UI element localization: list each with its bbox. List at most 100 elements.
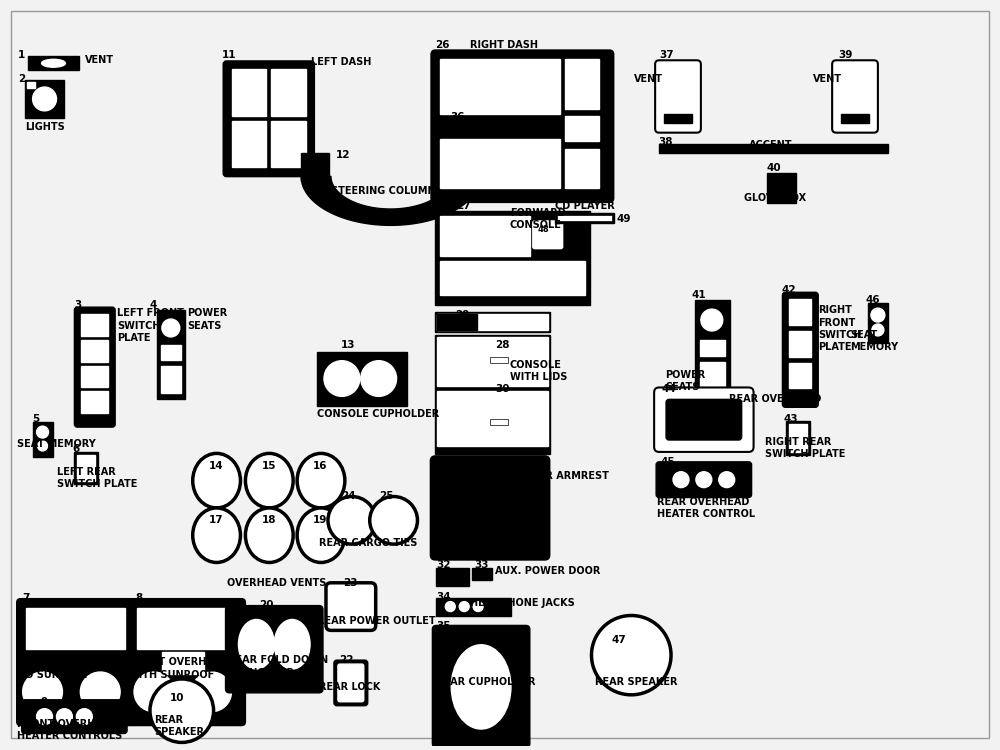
Text: 13: 13 xyxy=(341,340,355,350)
Bar xyxy=(66,656,80,665)
Ellipse shape xyxy=(297,454,345,508)
Bar xyxy=(789,299,811,325)
Bar xyxy=(81,392,108,413)
Text: 42: 42 xyxy=(781,285,796,296)
Text: REAR LOCK: REAR LOCK xyxy=(319,682,380,692)
Text: LEFT DASH: LEFT DASH xyxy=(311,57,371,68)
Bar xyxy=(664,114,692,123)
Circle shape xyxy=(38,441,48,451)
Circle shape xyxy=(719,472,735,488)
Text: LIGHTS: LIGHTS xyxy=(25,122,64,132)
Bar xyxy=(490,357,508,363)
Bar xyxy=(33,422,52,457)
FancyBboxPatch shape xyxy=(533,221,563,249)
FancyBboxPatch shape xyxy=(74,308,115,428)
Circle shape xyxy=(37,709,52,724)
Text: 16: 16 xyxy=(313,460,328,471)
Text: RIGHT REAR
SWITCH PLATE: RIGHT REAR SWITCH PLATE xyxy=(765,437,845,460)
Ellipse shape xyxy=(245,508,293,562)
Text: GLOVE BOX: GLOVE BOX xyxy=(744,194,806,203)
Circle shape xyxy=(591,616,671,695)
FancyBboxPatch shape xyxy=(655,60,701,133)
Circle shape xyxy=(701,309,723,331)
Bar xyxy=(565,148,599,188)
Bar xyxy=(786,422,810,455)
Text: 11: 11 xyxy=(222,50,236,60)
Bar xyxy=(435,312,550,332)
Text: 44: 44 xyxy=(661,385,676,394)
Text: 29: 29 xyxy=(455,310,470,320)
Bar xyxy=(81,366,108,388)
Text: 34: 34 xyxy=(436,592,451,602)
Bar xyxy=(437,314,548,330)
Text: CONSOLE CUPHOLDER: CONSOLE CUPHOLDER xyxy=(317,410,439,419)
Text: 12: 12 xyxy=(336,149,350,160)
Ellipse shape xyxy=(274,620,310,669)
Text: POWER
SEATS: POWER SEATS xyxy=(665,370,705,392)
Ellipse shape xyxy=(42,59,65,68)
FancyBboxPatch shape xyxy=(431,50,613,202)
FancyBboxPatch shape xyxy=(338,664,364,702)
Bar xyxy=(157,310,185,399)
Text: RIGHT DASH: RIGHT DASH xyxy=(470,40,538,50)
Bar xyxy=(565,116,599,140)
Circle shape xyxy=(162,319,180,337)
Bar xyxy=(565,59,599,109)
Text: 33: 33 xyxy=(474,560,489,570)
FancyBboxPatch shape xyxy=(334,660,368,706)
Bar xyxy=(31,656,45,665)
Ellipse shape xyxy=(451,645,511,729)
Text: CONSOLE
WITH LIDS: CONSOLE WITH LIDS xyxy=(510,360,567,382)
FancyBboxPatch shape xyxy=(224,62,314,176)
FancyBboxPatch shape xyxy=(782,292,818,407)
Text: RIGHT
FRONT
SWITCH
PLATE: RIGHT FRONT SWITCH PLATE xyxy=(818,305,862,352)
Text: 10: 10 xyxy=(170,693,184,703)
Circle shape xyxy=(459,602,469,611)
Bar xyxy=(440,216,530,256)
Bar xyxy=(440,139,560,188)
FancyBboxPatch shape xyxy=(22,700,127,734)
Text: 35: 35 xyxy=(436,622,451,632)
Text: 41: 41 xyxy=(692,290,707,300)
Text: 2: 2 xyxy=(18,74,25,84)
FancyBboxPatch shape xyxy=(17,598,134,725)
Bar xyxy=(435,335,550,454)
Bar xyxy=(28,56,79,70)
Bar xyxy=(161,366,181,394)
Text: 7: 7 xyxy=(23,592,30,603)
Text: 9: 9 xyxy=(41,697,48,706)
Text: 25: 25 xyxy=(379,490,393,500)
Text: CD PLAYER: CD PLAYER xyxy=(555,201,614,211)
Text: 27: 27 xyxy=(456,201,471,211)
FancyBboxPatch shape xyxy=(654,388,754,452)
Bar xyxy=(437,392,548,446)
Circle shape xyxy=(328,496,376,544)
Circle shape xyxy=(134,672,174,712)
Text: LEFT REAR
SWITCH PLATE: LEFT REAR SWITCH PLATE xyxy=(57,466,138,489)
Ellipse shape xyxy=(238,620,274,669)
Text: REAR OVERHEAD
HEATER CONTROL: REAR OVERHEAD HEATER CONTROL xyxy=(657,496,755,519)
Circle shape xyxy=(696,472,712,488)
Text: OVERHEAD VENTS: OVERHEAD VENTS xyxy=(227,578,326,588)
Text: 17: 17 xyxy=(209,515,223,525)
Bar xyxy=(700,362,725,389)
Text: 38: 38 xyxy=(658,136,673,147)
Circle shape xyxy=(872,324,884,336)
Bar xyxy=(436,598,511,616)
FancyBboxPatch shape xyxy=(226,605,323,693)
Text: 22: 22 xyxy=(339,656,353,665)
Text: 32: 32 xyxy=(436,560,451,570)
Bar xyxy=(27,82,35,88)
Ellipse shape xyxy=(297,508,345,562)
Text: 37: 37 xyxy=(659,50,674,60)
Bar xyxy=(232,69,266,116)
Bar xyxy=(440,260,585,296)
Circle shape xyxy=(80,672,120,712)
Circle shape xyxy=(37,426,49,438)
Bar xyxy=(81,314,108,336)
Text: POWER
SEATS: POWER SEATS xyxy=(187,308,227,331)
Text: REAR CUPHOLDER: REAR CUPHOLDER xyxy=(436,677,536,687)
Bar xyxy=(271,121,306,167)
Text: 24: 24 xyxy=(341,490,356,500)
Text: 26: 26 xyxy=(435,40,450,50)
